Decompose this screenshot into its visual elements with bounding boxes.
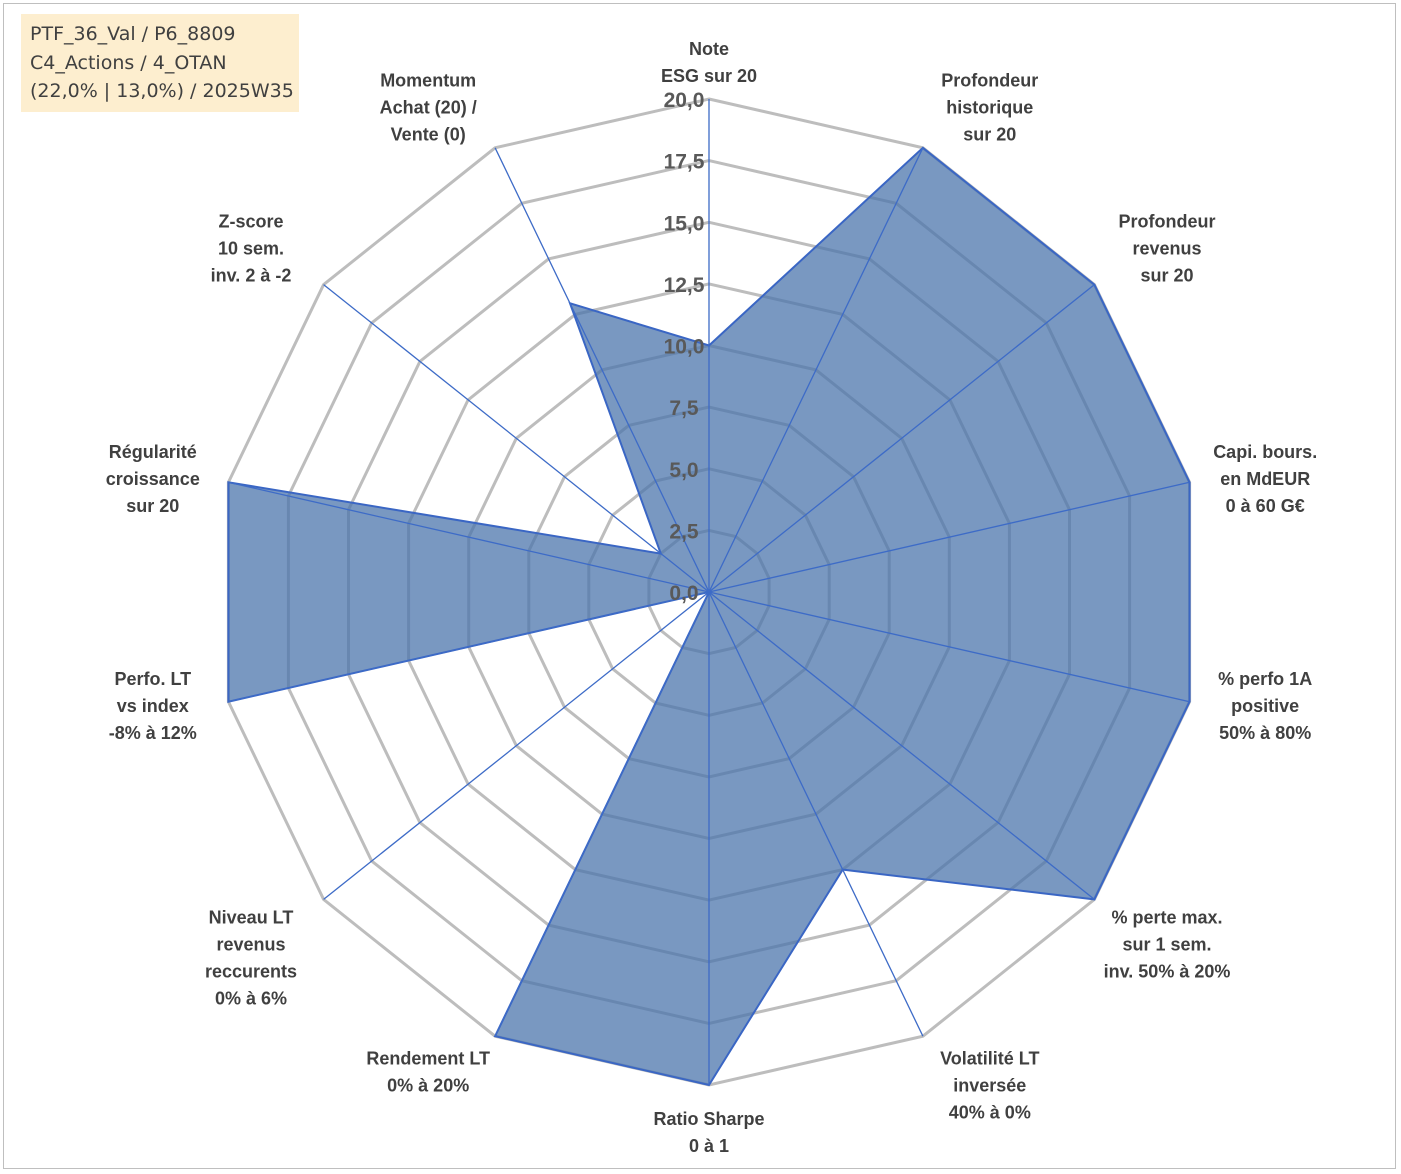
axis-label-line: revenus <box>216 934 285 954</box>
tick-label: 17,5 <box>664 151 705 174</box>
axis-label-9: Rendement LT 0% à 20% <box>366 1049 490 1096</box>
portfolio-info-box: PTF_36_Val / P6_8809 C4_Actions / 4_OTAN… <box>21 14 299 112</box>
axis-label-line: % perfo 1A <box>1218 669 1312 689</box>
axis-label-line: 50% à 80% <box>1219 723 1311 743</box>
axis-label-10: Niveau LT revenus reccurents 0% à 6% <box>205 907 297 1008</box>
axis-label-13: Z-score 10 sem. inv. 2 à -2 <box>211 212 292 286</box>
axis-label-line: croissance <box>106 469 200 489</box>
axis-label-6: % perte max. sur 1 sem. inv. 50% à 20% <box>1104 907 1231 981</box>
axis-label-7: Volatilité LT inversée 40% à 0% <box>940 1049 1039 1123</box>
axis-label-line: vs index <box>117 696 189 716</box>
spoke-2 <box>708 147 924 593</box>
axis-label-14: Momentum Achat (20) / Vente (0) <box>380 70 477 144</box>
axis-label-line: -8% à 12% <box>109 723 197 743</box>
axis-label-line: Perfo. LT <box>114 669 191 689</box>
axis-label-8: Ratio Sharpe 0 à 1 <box>653 1109 764 1156</box>
axis-label-line: Profondeur <box>941 70 1038 90</box>
spoke-13 <box>323 284 710 593</box>
axis-label-line: positive <box>1231 696 1299 716</box>
axis-label-line: Momentum <box>380 70 476 90</box>
axis-label-line: sur 20 <box>126 496 179 516</box>
axis-label-line: Niveau LT <box>209 907 294 927</box>
axis-label-line: % perte max. <box>1111 907 1222 927</box>
axis-label-11: Perfo. LT vs index -8% à 12% <box>109 669 197 743</box>
axis-label-line: ESG sur 20 <box>661 66 757 86</box>
axis-label-line: 0% à 20% <box>387 1076 469 1096</box>
axis-label-line: sur 20 <box>963 124 1016 144</box>
axis-label-line: Rendement LT <box>366 1049 490 1069</box>
axis-label-line: inv. 50% à 20% <box>1104 961 1231 981</box>
spoke-9 <box>494 591 710 1037</box>
axis-label-line: sur 1 sem. <box>1122 934 1211 954</box>
axis-label-line: Régularité <box>109 442 197 462</box>
tick-label: 12,5 <box>664 274 705 297</box>
axis-label-line: reccurents <box>205 961 297 981</box>
axis-label-12: Régularité croissance sur 20 <box>106 442 200 516</box>
axis-label-4: Capi. bours. en MdEUR 0 à 60 G€ <box>1213 442 1317 516</box>
spoke-12 <box>228 481 710 593</box>
axis-label-3: Profondeur revenus sur 20 <box>1119 212 1216 286</box>
spoke-5 <box>708 591 1190 703</box>
radar-spokes <box>228 99 1190 1085</box>
spoke-6 <box>708 591 1095 900</box>
axis-label-line: sur 20 <box>1140 266 1193 286</box>
axis-label-line: historique <box>946 97 1033 117</box>
axis-label-line: Vente (0) <box>391 124 466 144</box>
info-line-portfolio: PTF_36_Val / P6_8809 <box>30 23 236 45</box>
tick-label: 0,0 <box>669 582 698 605</box>
radar-axis-labels: Note ESG sur 20 Profondeur historique sur 20… <box>106 39 1317 1156</box>
tick-label: 7,5 <box>669 397 699 420</box>
axis-label-line: 0 à 60 G€ <box>1226 496 1305 516</box>
info-line-category: C4_Actions / 4_OTAN <box>30 51 227 74</box>
axis-label-5: % perfo 1A positive 50% à 80% <box>1218 669 1312 743</box>
spoke-3 <box>708 284 1095 593</box>
axis-label-line: 10 sem. <box>218 239 284 259</box>
axis-label-line: revenus <box>1132 239 1201 259</box>
radar-tick-labels: 0,0 2,5 5,0 7,5 10,0 12,5 15,0 17,5 20,0 <box>664 89 705 605</box>
axis-label-line: Z-score <box>218 212 283 232</box>
axis-label-line: Note <box>689 39 729 59</box>
axis-label-line: 0% à 6% <box>215 988 287 1008</box>
tick-label: 10,0 <box>664 336 705 359</box>
axis-label-line: Volatilité LT <box>940 1049 1039 1069</box>
axis-label-line: 0 à 1 <box>689 1136 729 1156</box>
axis-label-1: Note ESG sur 20 <box>661 39 757 86</box>
axis-label-line: Achat (20) / <box>380 97 477 117</box>
axis-label-line: Profondeur <box>1119 212 1216 232</box>
axis-label-line: Ratio Sharpe <box>653 1109 764 1129</box>
axis-label-line: inversée <box>953 1076 1026 1096</box>
axis-label-2: Profondeur historique sur 20 <box>941 70 1038 144</box>
spoke-10 <box>323 591 710 900</box>
spoke-11 <box>228 591 710 703</box>
tick-label: 20,0 <box>664 89 705 112</box>
tick-label: 2,5 <box>669 520 699 543</box>
axis-label-line: 40% à 0% <box>949 1103 1031 1123</box>
spoke-14 <box>494 147 710 593</box>
info-line-weights-week: (22,0% | 13,0%) / 2025W35 <box>30 80 294 102</box>
axis-label-line: inv. 2 à -2 <box>211 266 292 286</box>
spoke-4 <box>708 481 1190 593</box>
tick-label: 15,0 <box>664 212 705 235</box>
tick-label: 5,0 <box>669 459 698 482</box>
axis-label-line: Capi. bours. <box>1213 442 1317 462</box>
spoke-7 <box>708 591 924 1037</box>
axis-label-line: en MdEUR <box>1220 469 1310 489</box>
